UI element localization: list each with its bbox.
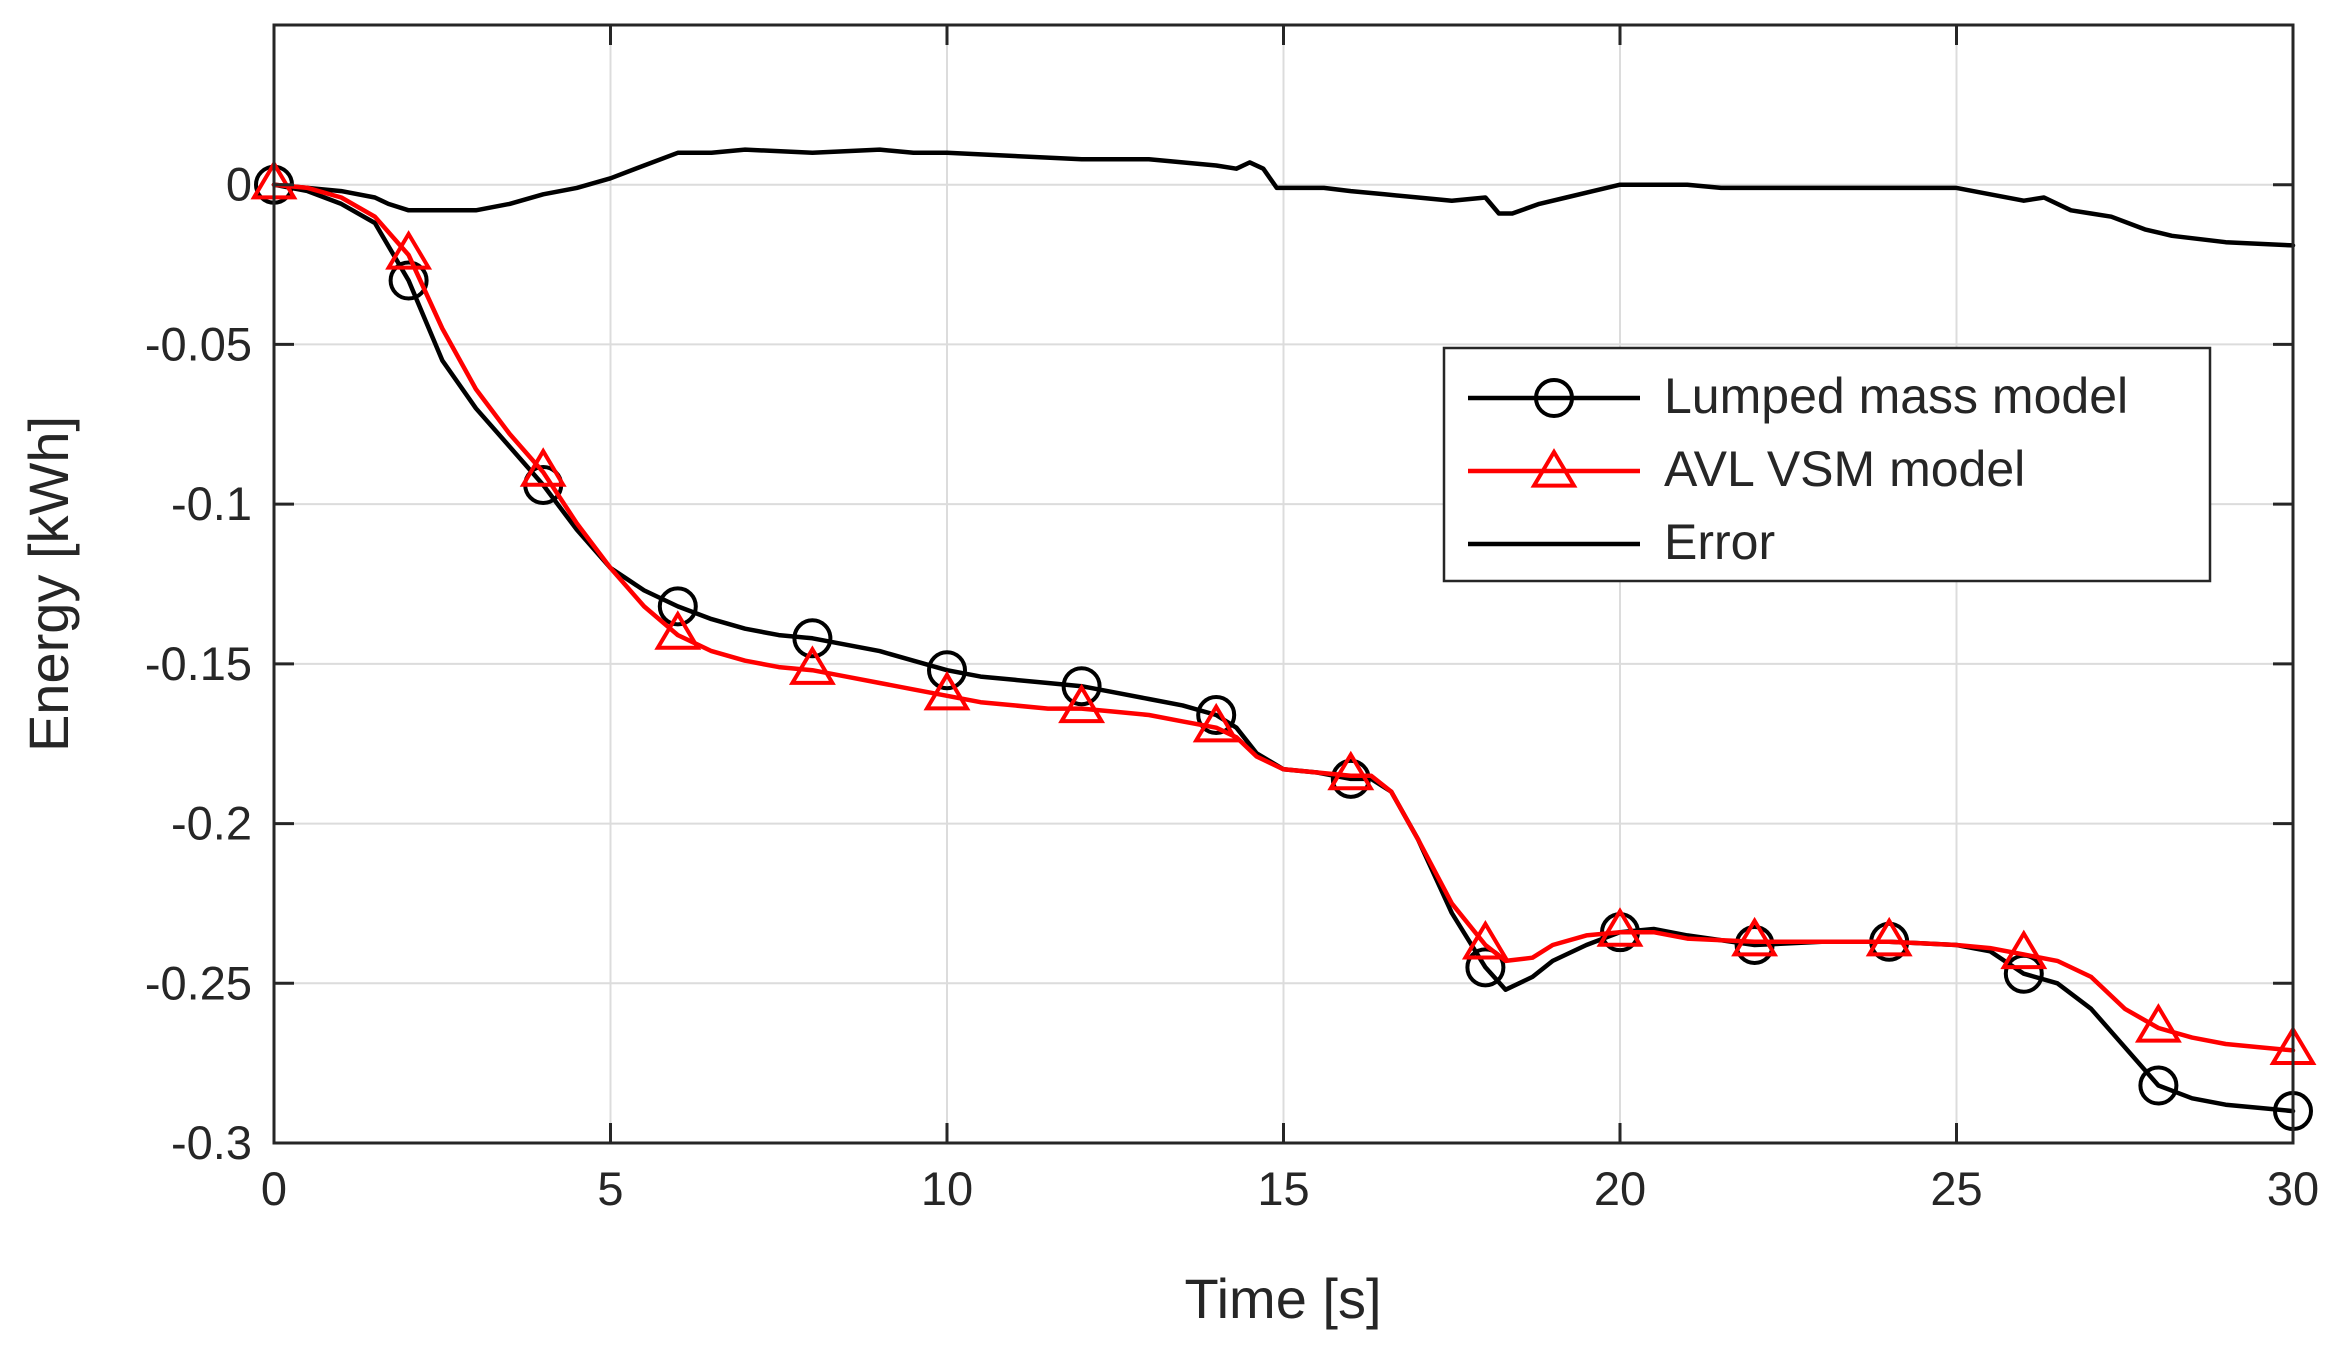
x-tick-label: 30 <box>2267 1162 2319 1215</box>
legend-marker-lumped-mass-model <box>1534 378 1574 418</box>
legend-label-avl-vsm-model: AVL VSM model <box>1664 441 2025 497</box>
line-error <box>271 147 2296 248</box>
y-tick-label: -0.2 <box>171 797 252 850</box>
y-axis-label: Energy [kWh] <box>17 416 80 752</box>
marker-point <box>1731 916 1779 957</box>
y-tick-label: -0.05 <box>145 317 252 370</box>
marker-point <box>788 645 836 685</box>
legend-label-error: Error <box>1664 514 1775 570</box>
x-tick-label: 5 <box>597 1162 623 1215</box>
y-tick-label: -0.1 <box>171 477 252 530</box>
x-tick-label: 10 <box>921 1162 973 1215</box>
legend: Lumped mass model AVL VSM model Error <box>1442 346 2212 583</box>
marker-point <box>2138 1065 2179 1106</box>
x-tick-label: 20 <box>1594 1162 1646 1215</box>
marker-point <box>657 586 698 627</box>
legend-marker-avl-vsm-model <box>1530 448 1578 488</box>
legend-label-lumped-mass-model: Lumped mass model <box>1664 368 2128 424</box>
marker-point <box>923 670 971 711</box>
marker-point <box>1865 916 1913 957</box>
legend-samples <box>1468 378 1640 547</box>
marker-point <box>792 618 833 659</box>
marker-point <box>519 447 567 487</box>
marker-point <box>1734 924 1775 965</box>
marker-point <box>927 650 967 691</box>
y-tick-label: -0.15 <box>145 637 252 690</box>
x-tick-label: 0 <box>261 1162 287 1215</box>
x-tick-label: 25 <box>1930 1162 1982 1215</box>
y-tick-label: -0.3 <box>171 1116 252 1169</box>
marker-point <box>2134 1003 2182 1043</box>
marker-point <box>385 230 433 270</box>
x-axis-label: Time [s] <box>1184 1267 1381 1330</box>
marker-point <box>2000 929 2048 970</box>
y-tick-label: 0 <box>226 158 252 211</box>
marker-point <box>1461 920 1509 960</box>
marker-point <box>388 260 429 301</box>
marker-point <box>654 610 702 650</box>
axis-ticks: 0 5 10 15 20 25 30 0 -0.05 -0.1 -0.15 -0.2 -0.25 -0.3 <box>145 25 2319 1215</box>
marker-point <box>1058 683 1106 724</box>
line-avl-vsm-model <box>271 182 2296 1053</box>
series-layer <box>250 147 2317 1132</box>
marker-point <box>1330 758 1371 799</box>
series-error <box>271 147 2296 248</box>
marker-point <box>1327 750 1375 791</box>
marker-point <box>1192 702 1240 743</box>
marker-point <box>1465 947 1506 988</box>
x-tick-label: 15 <box>1257 1162 1309 1215</box>
marker-point <box>1196 694 1237 735</box>
marker-point <box>1061 666 1102 707</box>
series-avl-vsm-model <box>250 159 2317 1065</box>
y-tick-label: -0.25 <box>145 956 252 1009</box>
marker-point <box>1596 907 1644 947</box>
